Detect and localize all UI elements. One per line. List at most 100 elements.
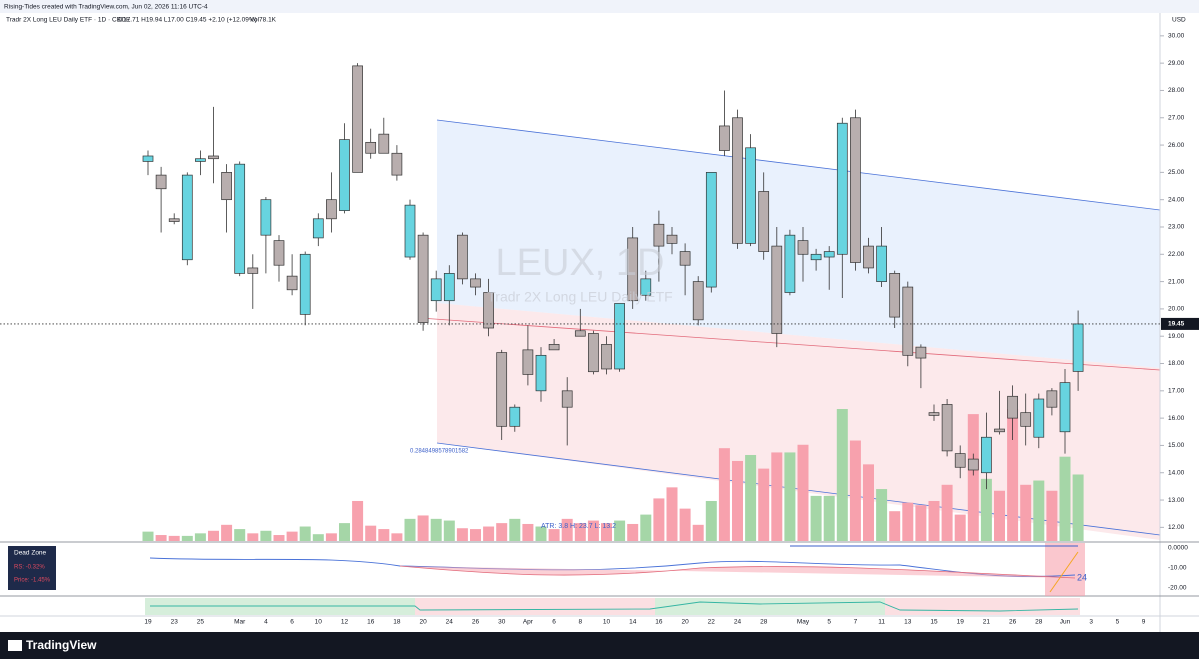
indicator-line (1049, 551, 1079, 593)
volume-bar (299, 526, 311, 541)
volume-bar (1033, 480, 1045, 541)
candle-body (954, 453, 966, 468)
volume-bar (352, 500, 364, 541)
volume-bar (339, 523, 350, 541)
x-tick-label: 8 (578, 619, 582, 626)
candle-body (535, 354, 547, 392)
x-tick-label: 7 (854, 619, 858, 626)
y-tick-label: 20.00 (1168, 306, 1185, 313)
candle-body (561, 390, 573, 408)
candle-body (483, 292, 494, 329)
x-tick-label: Mar (234, 619, 246, 626)
candle-body (312, 218, 324, 239)
volume-bar (181, 535, 193, 541)
volume-bar (876, 489, 888, 541)
candle-body (810, 253, 822, 261)
volume-bar (771, 452, 783, 541)
pane-tick: -10.00 (1168, 565, 1187, 572)
volume-group (142, 409, 1084, 541)
volume-bar (666, 487, 678, 541)
candle-body (915, 346, 927, 359)
pane-tick: 0.0000 (1168, 545, 1188, 552)
y-tick-label: 22.00 (1168, 251, 1185, 258)
volume-bar (745, 454, 757, 541)
candle-body (496, 352, 508, 427)
x-tick-label: 28 (760, 619, 768, 626)
candle-body (195, 158, 206, 162)
volume-bar (470, 529, 481, 541)
candle-body (1007, 395, 1018, 419)
volume-bar (627, 523, 639, 541)
x-tick-label: 10 (603, 619, 611, 626)
candle-body (286, 275, 298, 291)
x-tick-label: 21 (983, 619, 991, 626)
candle-body (457, 234, 468, 280)
volume-bar (758, 468, 770, 541)
candle-body (326, 199, 337, 220)
x-tick-label: 26 (1009, 619, 1017, 626)
x-tick-label: 15 (930, 619, 938, 626)
volume-bar (404, 518, 416, 541)
x-tick-label: 12 (341, 619, 349, 626)
candle-body (797, 240, 809, 255)
volume-bar (168, 535, 180, 541)
volume-bar (836, 409, 848, 541)
x-tick-label: 24 (446, 619, 454, 626)
zone (885, 598, 1080, 615)
candle-body (142, 155, 154, 162)
x-tick-label: 23 (171, 619, 179, 626)
candle-body (548, 344, 560, 351)
candle-body (863, 245, 874, 269)
volume-label: Vol78.1K (250, 17, 277, 24)
volume-bar (509, 518, 521, 541)
volume-bar (640, 514, 652, 541)
x-tick-label: 9 (1142, 619, 1146, 626)
zone (655, 598, 885, 615)
last-price-tag (1161, 317, 1199, 330)
candle-body (719, 125, 730, 151)
volume-bar (653, 498, 665, 541)
x-tick-label: 20 (681, 619, 689, 626)
x-tick-label: 10 (315, 619, 323, 626)
x-tick-label: 25 (197, 619, 205, 626)
channel-label: 0.2848498578901582 (410, 449, 469, 455)
x-tick-label: 13 (904, 619, 912, 626)
candle-body (823, 251, 835, 258)
zone (145, 598, 415, 615)
candle-body (994, 428, 1005, 433)
y-tick-label: 28.00 (1168, 87, 1185, 94)
dead-zone-rs: RS: -0.32% (14, 565, 45, 571)
volume-bar (587, 520, 599, 541)
candle-body (981, 436, 992, 474)
volume-bar (823, 495, 835, 541)
x-tick-label: 14 (629, 619, 637, 626)
volume-bar (365, 525, 377, 541)
candle-body (155, 174, 167, 190)
atr-label: ATR: 3.8 H: 23.7 L: 13.2 (541, 523, 616, 530)
y-tick-label: 15.00 (1168, 442, 1185, 449)
candle-body (273, 240, 285, 266)
candle-body (836, 122, 848, 255)
y-tick-label: 13.00 (1168, 497, 1185, 504)
volume-bar (456, 528, 468, 541)
volume-bar (247, 533, 259, 541)
candle-body (902, 286, 914, 356)
candle-body (967, 458, 979, 471)
candle-body (208, 155, 219, 160)
candle-body (732, 117, 743, 244)
volume-bar (312, 534, 324, 541)
x-tick-label: 6 (290, 619, 294, 626)
candle-body (588, 333, 599, 373)
pane-tick: -20.00 (1168, 585, 1187, 592)
candle-body (850, 117, 861, 263)
candle-body (653, 223, 665, 247)
candle-body (181, 174, 193, 261)
y-tick-label: 18.00 (1168, 360, 1185, 367)
volume-bar (784, 452, 796, 541)
y-tick-label: 19.00 (1168, 333, 1185, 340)
volume-bar (325, 533, 337, 541)
x-tick-label: 4 (264, 619, 268, 626)
dead-zone-title: Dead Zone (14, 550, 47, 557)
volume-bar (614, 520, 626, 541)
